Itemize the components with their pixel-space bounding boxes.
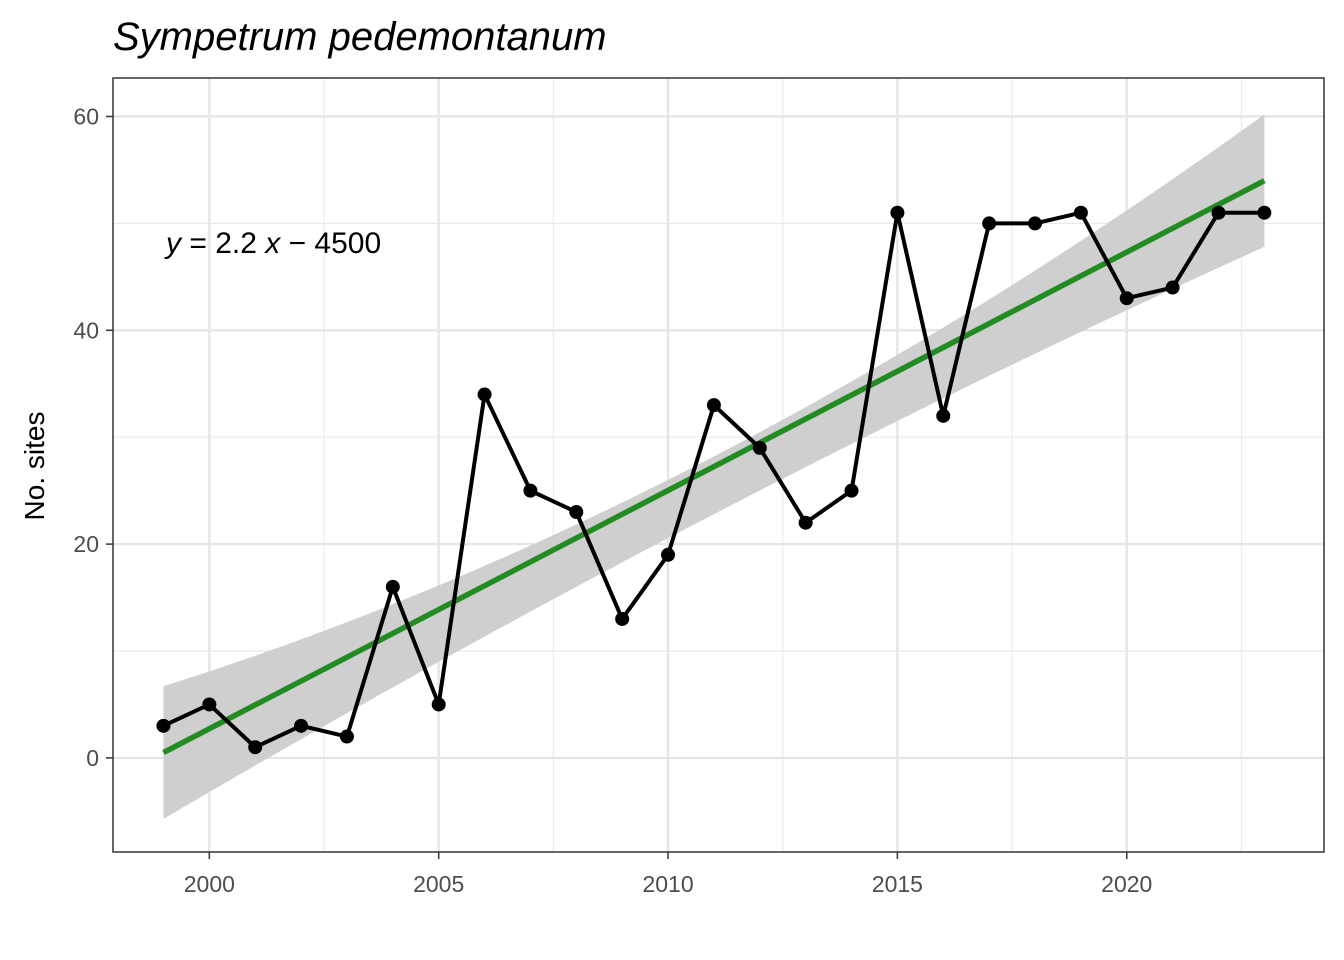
data-point [982, 216, 997, 231]
data-point [615, 611, 630, 626]
x-tick-label: 2005 [413, 871, 464, 897]
equation-var-y: y [164, 227, 183, 260]
y-tick-label: 20 [73, 531, 99, 557]
data-point [1119, 291, 1134, 306]
x-tick-label: 2000 [184, 871, 235, 897]
data-point [1257, 205, 1272, 220]
data-point [1028, 216, 1043, 231]
data-point [248, 740, 263, 755]
data-point [890, 205, 905, 220]
data-point [936, 408, 951, 423]
x-axis: 2000 2005 2010 2015 2020 [184, 852, 1152, 897]
x-tick-label: 2020 [1101, 871, 1152, 897]
data-point [202, 697, 217, 712]
data-point [294, 718, 309, 733]
data-point [1165, 280, 1180, 295]
chart-title: Sympetrum pedemontanum [113, 15, 607, 59]
data-point [156, 718, 171, 733]
data-point [752, 440, 767, 455]
panel-border [112, 77, 1325, 853]
y-axis: 0 20 40 60 [73, 103, 113, 771]
data-point [1073, 205, 1088, 220]
equation-part2: − 4500 [280, 227, 381, 260]
data-point [431, 697, 446, 712]
data-point [1211, 205, 1226, 220]
x-tick-label: 2010 [642, 871, 693, 897]
data-point [844, 483, 859, 498]
y-tick-label: 40 [73, 317, 99, 343]
data-point [798, 515, 813, 530]
data-point [661, 547, 676, 562]
y-tick-label: 0 [86, 745, 99, 771]
data-point [385, 579, 400, 594]
data-points [156, 205, 1272, 755]
data-point [477, 387, 492, 402]
x-tick-label: 2015 [872, 871, 923, 897]
equation-var-x: x [263, 227, 281, 260]
data-point [569, 505, 584, 520]
data-point [523, 483, 538, 498]
equation-part1: = 2.2 [181, 227, 265, 260]
data-point [339, 729, 354, 744]
regression-equation: y = 2.2 x − 4500 [164, 227, 381, 260]
data-point [706, 398, 721, 413]
y-tick-label: 60 [73, 103, 99, 129]
y-axis-title: No. sites [19, 412, 50, 521]
regression-line [162, 178, 1266, 756]
